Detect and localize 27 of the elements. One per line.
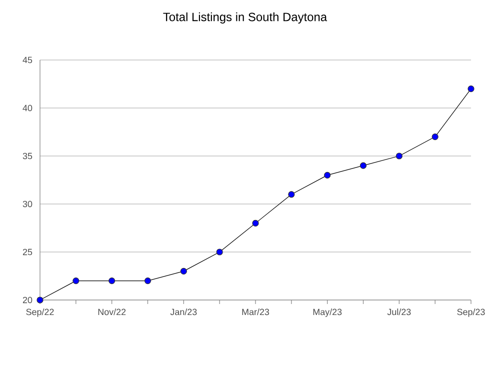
x-tick-label: Nov/22: [98, 308, 126, 316]
y-tick-label: 40: [22, 104, 32, 112]
x-tick-label: Sep/22: [26, 308, 54, 317]
x-tick-label: Mar/23: [242, 308, 270, 316]
point: [288, 191, 295, 198]
y-tick-label: 35: [22, 152, 32, 160]
point: [216, 248, 223, 256]
y-tick-label: 25: [22, 248, 32, 256]
y-tick-label: 30: [22, 200, 32, 208]
point: [252, 220, 259, 226]
point: [360, 162, 367, 169]
x-tick-label: Jul/23: [387, 308, 411, 316]
chart-title: Total Listings in South Daytona: [163, 12, 328, 24]
y-tick-label: 20: [22, 296, 32, 304]
x-tick-label: May/23: [313, 308, 342, 317]
point: [324, 172, 331, 178]
point: [432, 133, 438, 140]
point: [36, 296, 44, 304]
point: [180, 268, 187, 274]
x-tick-label: Sep/23: [457, 308, 485, 317]
point: [468, 85, 474, 92]
point: [72, 278, 80, 284]
point: [396, 152, 402, 160]
point: [108, 278, 116, 284]
y-tick-label: 45: [22, 56, 32, 64]
point: [144, 278, 152, 284]
x-tick-label: Jan/23: [170, 308, 197, 316]
